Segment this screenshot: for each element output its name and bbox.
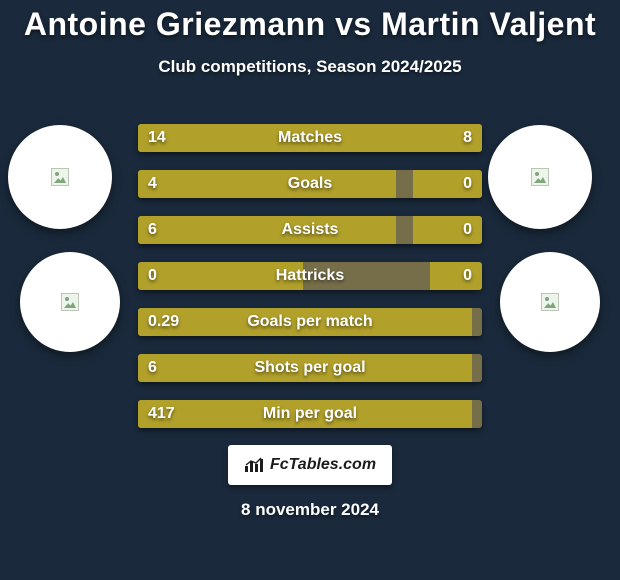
- stat-label: Hattricks: [138, 262, 482, 290]
- stat-value-right: 0: [463, 170, 472, 198]
- stat-row: Assists6 0: [138, 216, 482, 244]
- stat-label: Goals per match: [138, 308, 482, 336]
- stat-label: Shots per goal: [138, 354, 482, 382]
- stat-value-left: 417: [148, 400, 175, 428]
- snapshot-date: 8 november 2024: [0, 500, 620, 520]
- image-placeholder-icon: [61, 293, 79, 311]
- stat-label: Min per goal: [138, 400, 482, 428]
- image-placeholder-icon: [541, 293, 559, 311]
- stat-row: Goals per match0.29: [138, 308, 482, 336]
- club-logo-right: [500, 252, 600, 352]
- subtitle: Club competitions, Season 2024/2025: [0, 57, 620, 77]
- player-photo-right-top: [488, 125, 592, 229]
- stat-value-right: 8: [463, 124, 472, 152]
- stat-row: Matches14 8: [138, 124, 482, 152]
- stat-value-left: 4: [148, 170, 157, 198]
- stat-row: Min per goal417: [138, 400, 482, 428]
- stat-value-left: 14: [148, 124, 166, 152]
- stat-label: Goals: [138, 170, 482, 198]
- image-placeholder-icon: [51, 168, 69, 186]
- player-photo-left-top: [8, 125, 112, 229]
- stat-value-left: 0: [148, 262, 157, 290]
- stat-value-right: 0: [463, 216, 472, 244]
- stat-label: Matches: [138, 124, 482, 152]
- stat-row: Hattricks0 0: [138, 262, 482, 290]
- stat-row: Goals4 0: [138, 170, 482, 198]
- page-title: Antoine Griezmann vs Martin Valjent: [0, 0, 620, 43]
- image-placeholder-icon: [531, 168, 549, 186]
- stats-bar-group: Matches148Goals40Assists60Hattricks00Goa…: [138, 124, 482, 446]
- stat-value-left: 6: [148, 216, 157, 244]
- comparison-card: Antoine Griezmann vs Martin Valjent Club…: [0, 0, 620, 580]
- site-logo-text: FcTables.com: [270, 456, 376, 474]
- club-logo-left: [20, 252, 120, 352]
- stat-label: Assists: [138, 216, 482, 244]
- stat-value-right: 0: [463, 262, 472, 290]
- stat-value-left: 6: [148, 354, 157, 382]
- site-logo: FcTables.com: [228, 445, 392, 485]
- bar-chart-icon: [244, 456, 266, 474]
- stat-value-left: 0.29: [148, 308, 179, 336]
- stat-row: Shots per goal6: [138, 354, 482, 382]
